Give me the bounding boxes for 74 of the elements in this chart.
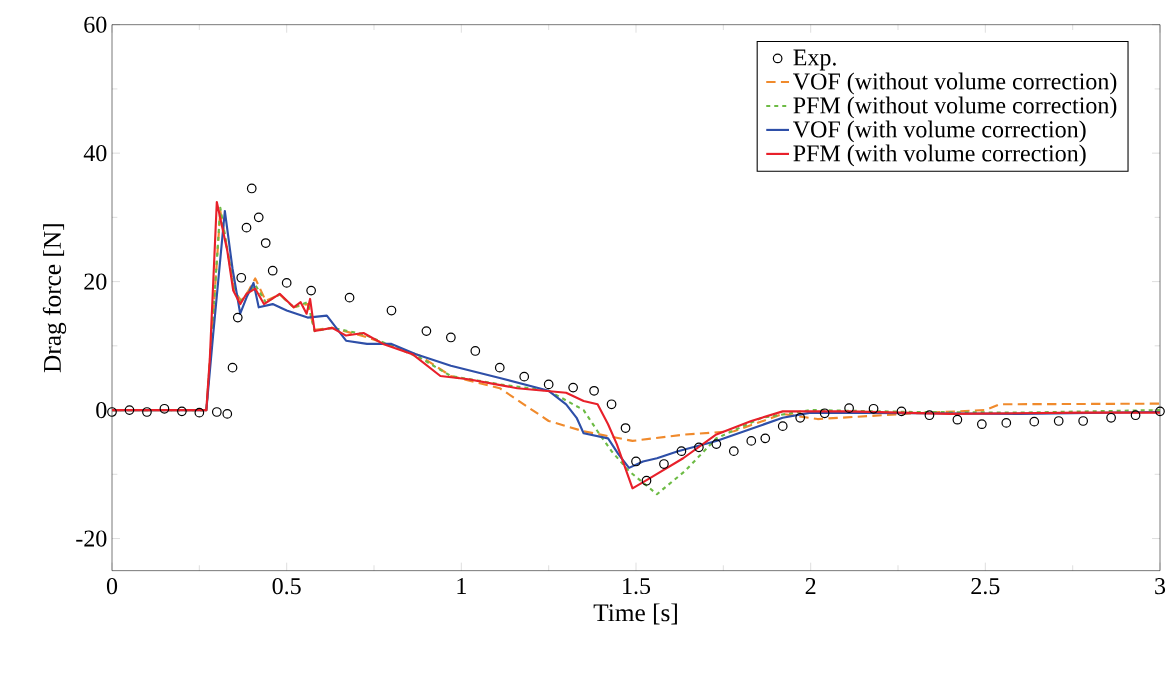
x-tick-label: 1.5 xyxy=(623,578,651,595)
point xyxy=(777,421,788,432)
legend-label: VOF (without volume correction) xyxy=(793,72,1117,95)
point xyxy=(421,326,432,337)
point xyxy=(844,403,854,414)
point xyxy=(470,346,481,357)
point xyxy=(676,446,687,457)
x-tick-label: 0.5 xyxy=(272,578,301,595)
point xyxy=(124,405,135,416)
point xyxy=(896,406,907,417)
point xyxy=(236,273,247,283)
point xyxy=(631,456,641,467)
point xyxy=(344,292,355,303)
point xyxy=(241,222,252,233)
point xyxy=(306,285,316,296)
point xyxy=(494,362,505,373)
point xyxy=(194,407,205,418)
point xyxy=(694,442,704,453)
legend-label: Exp. xyxy=(793,49,836,71)
point xyxy=(1130,410,1141,421)
point xyxy=(1155,406,1165,417)
point xyxy=(267,265,278,276)
point xyxy=(795,413,806,423)
legend-label: VOF (with volume correction) xyxy=(793,120,1086,143)
y-tick-label: 60 xyxy=(84,16,107,33)
point xyxy=(819,408,830,419)
point xyxy=(1001,418,1012,428)
point xyxy=(107,407,117,418)
point xyxy=(711,439,722,450)
legend-label: PFM (with volume correction) xyxy=(793,144,1086,167)
point xyxy=(1106,413,1116,423)
point xyxy=(253,212,264,223)
point xyxy=(281,278,292,288)
point xyxy=(1078,416,1089,427)
y-tick-label: 40 xyxy=(83,145,107,162)
x-tick-label: 2 xyxy=(805,578,816,595)
point xyxy=(1029,416,1040,427)
point xyxy=(519,371,530,382)
point xyxy=(386,305,397,316)
point xyxy=(222,409,233,419)
point xyxy=(246,183,257,194)
x-axis-title: Time [s] xyxy=(593,603,677,625)
point xyxy=(159,404,170,414)
point xyxy=(659,459,669,470)
x-tick-label: 0 xyxy=(106,578,118,595)
point xyxy=(446,332,456,343)
legend-label: PFM (without volume correction) xyxy=(793,96,1117,119)
y-tick-label: 0 xyxy=(96,402,107,419)
point xyxy=(211,407,222,418)
point xyxy=(1053,416,1064,427)
point xyxy=(952,415,963,425)
point xyxy=(728,446,739,457)
x-tick-label: 3 xyxy=(1155,578,1166,595)
point xyxy=(620,423,631,434)
y-tick-label: 20 xyxy=(84,273,107,290)
point xyxy=(568,382,578,393)
point xyxy=(760,433,771,444)
point xyxy=(227,362,238,373)
point xyxy=(589,386,599,396)
point xyxy=(177,406,187,417)
point xyxy=(641,476,652,486)
point xyxy=(543,379,554,390)
point xyxy=(746,436,757,446)
point xyxy=(260,238,271,249)
y-axis-title: Drag force [N] xyxy=(42,224,67,373)
point xyxy=(976,419,987,430)
point xyxy=(606,399,617,410)
y-tick-label: -20 xyxy=(76,530,107,547)
point xyxy=(232,312,243,323)
x-tick-label: 2.5 xyxy=(971,578,1000,595)
x-tick-label: 1 xyxy=(457,578,466,595)
point xyxy=(142,407,152,418)
point xyxy=(924,410,935,421)
point xyxy=(868,404,879,414)
